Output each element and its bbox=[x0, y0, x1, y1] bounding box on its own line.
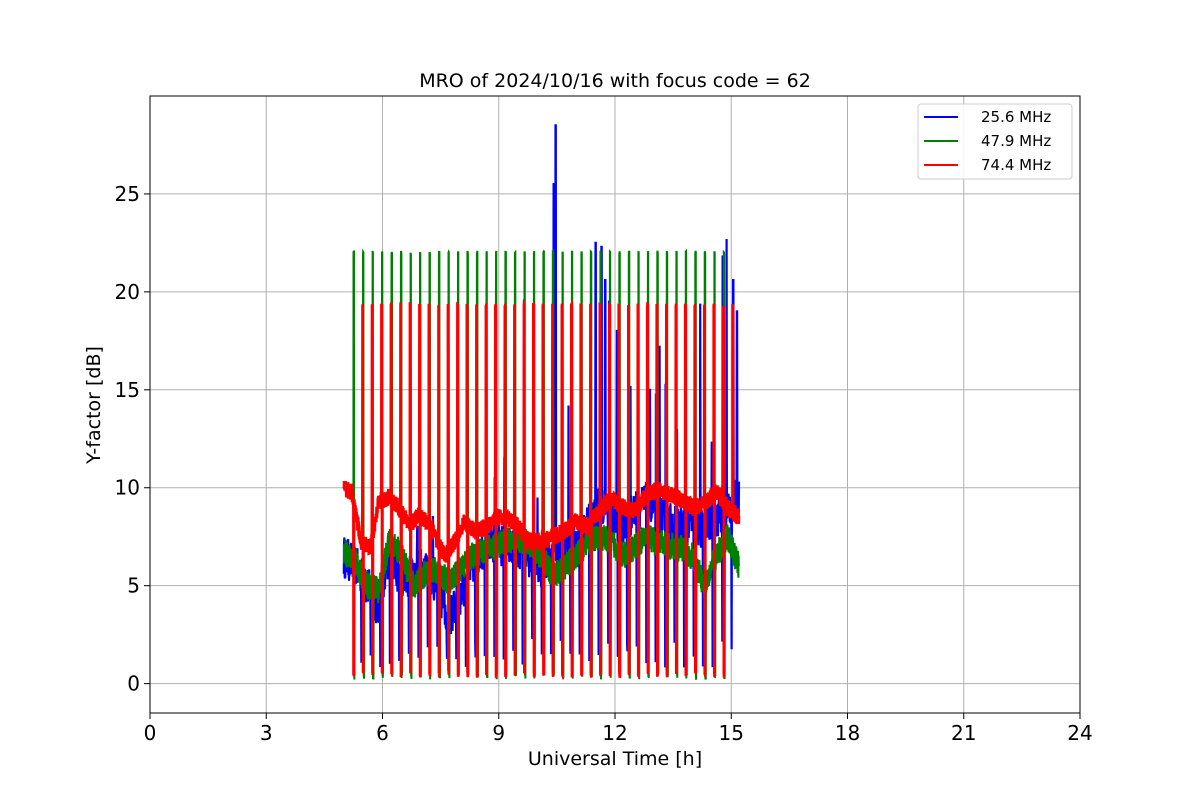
y-tick-label: 20 bbox=[115, 280, 140, 304]
x-tick-label: 24 bbox=[1067, 721, 1092, 745]
x-axis-label: Universal Time [h] bbox=[528, 748, 702, 770]
x-tick-label: 15 bbox=[719, 721, 744, 745]
y-tick-label: 15 bbox=[115, 378, 140, 402]
x-tick-label: 12 bbox=[602, 721, 627, 745]
plot-area bbox=[342, 124, 741, 681]
y-tick-label: 10 bbox=[115, 476, 140, 500]
legend-label-25-6-mhz: 25.6 MHz bbox=[981, 108, 1051, 126]
y-axis-label: Y-factor [dB] bbox=[83, 346, 105, 465]
x-tick-label: 3 bbox=[260, 721, 273, 745]
series-group bbox=[342, 124, 741, 681]
x-tick-label: 9 bbox=[492, 721, 505, 745]
x-tick-label: 0 bbox=[144, 721, 157, 745]
x-tick-label: 21 bbox=[951, 721, 976, 745]
y-tick-label: 25 bbox=[115, 182, 140, 206]
y-tick-label: 0 bbox=[127, 672, 140, 696]
legend-label-47-9-mhz: 47.9 MHz bbox=[981, 132, 1051, 150]
chart-title: MRO of 2024/10/16 with focus code = 62 bbox=[419, 70, 811, 92]
legend-box bbox=[917, 103, 1073, 180]
x-tick-label: 18 bbox=[835, 721, 860, 745]
legend-label-74-4-mhz: 74.4 MHz bbox=[981, 156, 1051, 174]
y-axis-ticks: 0 5 10 15 20 25 bbox=[115, 182, 150, 696]
x-axis-ticks: 0 3 6 9 12 15 18 21 24 bbox=[144, 713, 1093, 745]
x-tick-label: 6 bbox=[376, 721, 389, 745]
legend: 25.6 MHz 47.9 MHz 74.4 MHz bbox=[917, 103, 1073, 180]
series-line-74-4-mhz bbox=[342, 298, 741, 681]
y-tick-label: 5 bbox=[127, 574, 140, 598]
